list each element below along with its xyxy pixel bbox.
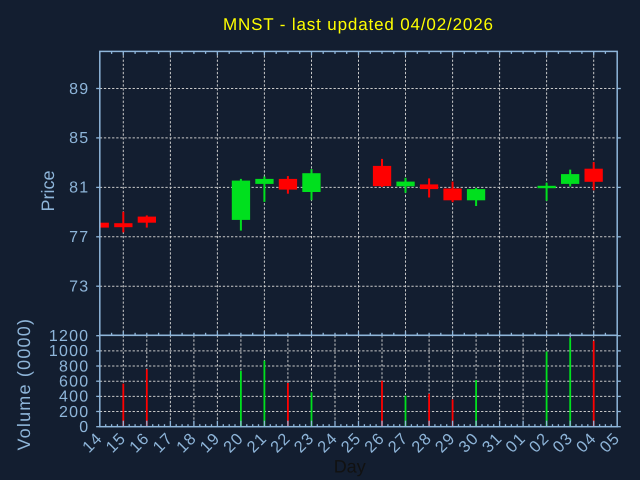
svg-text:Volume (0000): Volume (0000) [14, 318, 34, 451]
svg-text:Price: Price [38, 170, 58, 211]
svg-text:200: 200 [59, 404, 89, 421]
svg-text:400: 400 [59, 389, 89, 406]
svg-text:600: 600 [59, 374, 89, 391]
svg-text:81: 81 [69, 180, 89, 197]
svg-text:89: 89 [69, 81, 89, 98]
svg-text:77: 77 [69, 229, 89, 246]
svg-text:Day: Day [334, 457, 366, 477]
svg-text:1200: 1200 [49, 328, 89, 345]
svg-text:800: 800 [59, 358, 89, 375]
svg-text:MNST - last updated 04/02/2026: MNST - last updated 04/02/2026 [223, 15, 494, 34]
svg-text:1000: 1000 [49, 343, 89, 360]
svg-text:0: 0 [79, 419, 89, 436]
svg-text:85: 85 [69, 130, 89, 147]
svg-text:73: 73 [69, 279, 89, 296]
